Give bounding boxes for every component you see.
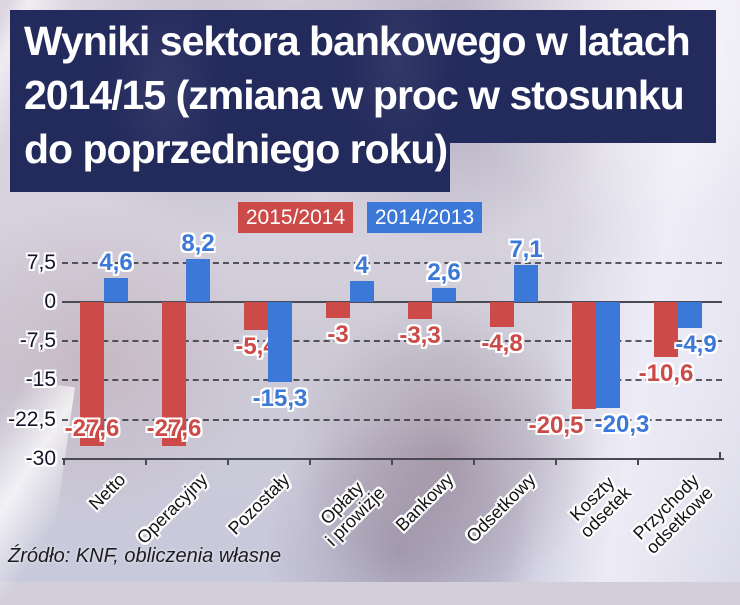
legend-item-2015-2014: 2015/2014 [238,202,353,233]
title-panel-upper [10,10,716,143]
legend-label-2015-2014: 2015/2014 [245,205,346,229]
bar-2015/2014-5 [490,302,514,328]
bar-value-label-2014/2013-1: 8,2 [181,230,215,258]
bar-2015/2014-7 [654,302,678,358]
gridline [62,261,722,264]
bar-2015/2014-1 [162,302,186,447]
gridline [62,379,722,382]
bar-2015/2014-4 [408,302,432,320]
title-line-1: Wyniki sektora bankowego w latach [24,18,691,64]
bar-value-label-2014/2013-2: -15,3 [252,385,308,413]
bar-2014/2013-0 [104,277,128,302]
page-title: Wyniki sektora bankowego w latach 2014/1… [24,14,691,176]
bar-value-label-2014/2013-5: 7,1 [509,235,543,263]
bar-value-label-2015/2014-3: -3 [327,320,349,348]
y-axis-tick-label: 7,5 [26,250,56,274]
bar-value-label-2015/2014-6: -20,5 [528,412,584,440]
x-axis-tick [309,458,311,465]
source-note: Źródło: KNF, obliczenia własne [8,545,282,567]
category-label: Koszty odsetek [563,470,635,541]
bar-chart: 7,5 0 -7,5 -15 -22,5 -30 -27,6 -27,6 -5,4 -3 -3,3-… [8,230,724,558]
category-label-line: Operacyjny [132,469,212,548]
bar-2014/2013-4 [432,288,456,302]
bar-2015/2014-2 [244,302,268,331]
legend-label-2014-2013: 2014/2013 [374,205,475,229]
bar-2014/2013-2 [268,302,292,383]
x-axis-tick [63,458,65,465]
bar-2014/2013-3 [350,281,374,302]
bar-value-label-2015/2014-1: -27,6 [146,415,202,443]
gridline [62,340,722,343]
bar-2015/2014-3 [326,302,350,318]
category-label: Odsetkowy [462,469,540,547]
title-line-2: 2014/15 (zmiana w proc w stosunku [24,72,685,118]
title-line-3: do poprzedniego roku) [24,126,448,172]
category-label-line: Bankowy [391,469,458,536]
category-label: Bankowy [391,469,458,536]
y-axis-tick-label: -30 [25,446,56,470]
category-label-line: Pozostały [224,469,294,539]
gridline [62,418,722,421]
legend-item-2014-2013: 2014/2013 [367,202,482,233]
bar-value-label-2015/2014-5: -4,8 [481,330,523,358]
bar-2014/2013-5 [514,264,538,302]
bar-2014/2013-1 [186,259,210,302]
bar-value-label-2014/2013-7: -4,9 [675,330,717,358]
y-axis-tick-label: 0 [44,290,56,313]
category-label-line: Odsetkowy [462,469,540,547]
y-axis-tick-label: -15 [25,368,56,392]
y-axis-tick-label: -7,5 [19,329,56,353]
x-axis-tick [391,458,393,465]
category-label: Netto [84,469,130,514]
zero-line [62,301,722,303]
bar-value-label-2014/2013-3: 4 [355,252,369,280]
y-axis-tick-label: -22,5 [8,407,56,431]
bar-value-label-2014/2013-4: 2,6 [427,259,461,287]
x-axis-line [62,457,724,460]
bar-value-label-2015/2014-0: -27,6 [64,415,120,443]
category-label: Operacyjny [132,469,212,548]
bar-value-label-2015/2014-7: -10,6 [638,360,694,388]
bar-2015/2014-0 [80,302,104,447]
bar-2014/2013-6 [596,302,620,409]
category-label: Opłaty i prowizje [309,470,389,550]
x-axis-tick [227,458,229,465]
x-axis-tick [555,458,557,465]
category-label-line: Netto [84,469,130,514]
bar-value-label-2015/2014-4: -3,3 [399,322,441,350]
x-axis-tick [145,458,147,465]
x-axis-tick [473,458,475,465]
category-label: Przychody odsetkowe [629,470,717,558]
x-axis-tick [719,451,721,458]
title-panel-lower [10,143,450,192]
category-label: Pozostały [224,469,294,539]
bar-value-label-2014/2013-0: 4,6 [99,248,133,276]
bar-value-label-2014/2013-6: -20,3 [594,411,650,439]
bar-2014/2013-7 [678,302,702,328]
x-axis-tick [637,458,639,465]
bar-2015/2014-6 [572,302,596,410]
